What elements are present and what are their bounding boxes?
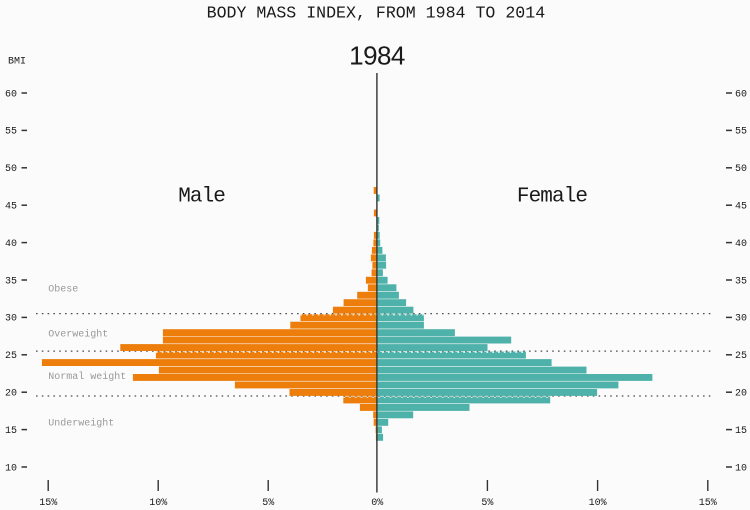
svg-text:55: 55 (735, 127, 747, 138)
svg-text:Overweight: Overweight (48, 329, 108, 341)
svg-text:5%: 5% (481, 498, 493, 509)
svg-text:50: 50 (735, 164, 747, 175)
svg-text:Obese: Obese (48, 283, 78, 295)
svg-text:45: 45 (5, 202, 17, 213)
svg-text:25: 25 (735, 351, 747, 362)
svg-text:20: 20 (735, 389, 747, 400)
svg-text:40: 40 (5, 239, 17, 250)
svg-text:60: 60 (735, 89, 747, 100)
svg-text:30: 30 (735, 314, 747, 325)
svg-text:BODY MASS INDEX, FROM 1984 TO: BODY MASS INDEX, FROM 1984 TO 2014 (207, 4, 546, 23)
svg-text:15: 15 (5, 426, 17, 437)
svg-text:Underweight: Underweight (48, 418, 114, 430)
svg-text:30: 30 (5, 314, 17, 325)
svg-text:Normal weight: Normal weight (48, 371, 126, 383)
svg-text:5%: 5% (262, 498, 274, 509)
svg-text:40: 40 (735, 239, 747, 250)
svg-text:10: 10 (735, 463, 747, 474)
svg-text:20: 20 (5, 389, 17, 400)
svg-text:BMI: BMI (8, 57, 26, 68)
svg-text:50: 50 (5, 164, 17, 175)
svg-text:45: 45 (735, 202, 747, 213)
svg-text:55: 55 (5, 127, 17, 138)
svg-text:15: 15 (735, 426, 747, 437)
svg-text:35: 35 (735, 276, 747, 287)
svg-text:10%: 10% (589, 498, 607, 509)
svg-text:10%: 10% (149, 498, 167, 509)
svg-text:15%: 15% (39, 498, 57, 509)
svg-text:15%: 15% (699, 498, 717, 509)
svg-text:Female: Female (517, 186, 588, 209)
svg-text:10: 10 (5, 463, 17, 474)
svg-text:35: 35 (5, 276, 17, 287)
svg-text:60: 60 (5, 89, 17, 100)
svg-text:0%: 0% (371, 498, 383, 509)
svg-text:1984: 1984 (349, 41, 405, 71)
svg-text:Male: Male (178, 186, 225, 209)
svg-text:25: 25 (5, 351, 17, 362)
